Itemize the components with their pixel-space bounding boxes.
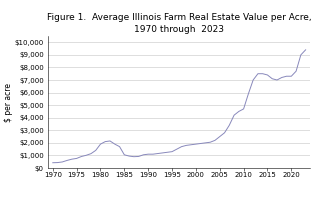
Y-axis label: $ per acre: $ per acre bbox=[4, 82, 13, 121]
Title: Figure 1.  Average Illinois Farm Real Estate Value per Acre,
1970 through  2023: Figure 1. Average Illinois Farm Real Est… bbox=[47, 13, 311, 34]
